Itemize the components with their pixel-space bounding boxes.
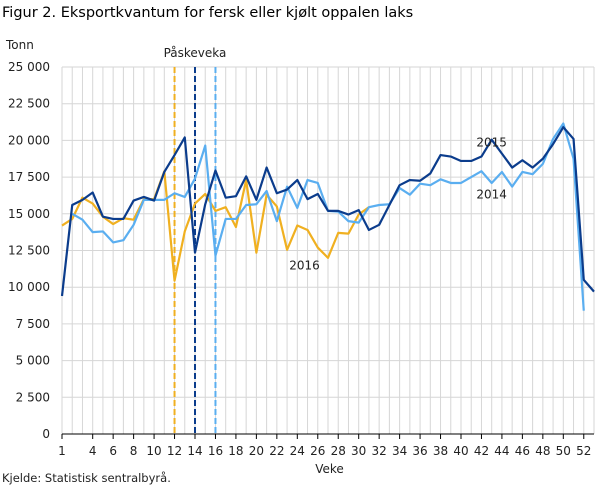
series-label: 2014: [476, 187, 507, 201]
x-tick-label: 1: [58, 444, 66, 458]
y-tick-label: 20 000: [8, 133, 50, 147]
x-tick-label: 16: [208, 444, 223, 458]
source-note: Kjelde: Statistisk sentralbyrå.: [2, 471, 171, 485]
y-tick-label: 5 000: [16, 354, 50, 368]
x-tick-label: 30: [351, 444, 366, 458]
y-tick-label: 2 500: [16, 390, 50, 404]
y-axis-label: Tonn: [6, 38, 34, 52]
x-tick-label: 26: [310, 444, 325, 458]
x-axis-label: Veke: [315, 462, 344, 476]
x-tick-label: 40: [453, 444, 468, 458]
x-tick-label: 14: [187, 444, 202, 458]
y-tick-label: 17 500: [8, 170, 50, 184]
x-tick-label: 6: [109, 444, 117, 458]
x-tick-label: 52: [576, 444, 591, 458]
series-label: 2016: [289, 259, 320, 273]
chart-title: Figur 2. Eksportkvantum for fersk eller …: [2, 5, 414, 21]
x-tick-label: 50: [556, 444, 571, 458]
x-tick-label: 42: [474, 444, 489, 458]
x-tick-label: 38: [433, 444, 448, 458]
series-label: 2015: [476, 135, 507, 149]
x-tick-label: 34: [392, 444, 407, 458]
y-tick-label: 25 000: [8, 60, 50, 74]
x-tick-label: 46: [515, 444, 530, 458]
y-tick-label: 7 500: [16, 317, 50, 331]
x-tick-label: 48: [535, 444, 550, 458]
x-tick-label: 4: [89, 444, 97, 458]
y-tick-label: 10 000: [8, 280, 50, 294]
y-tick-label: 22 500: [8, 97, 50, 111]
x-tick-label: 32: [372, 444, 387, 458]
x-tick-label: 44: [494, 444, 509, 458]
annotation-label: Påskeveka: [164, 46, 227, 60]
x-tick-label: 8: [130, 444, 138, 458]
x-tick-label: 22: [269, 444, 284, 458]
x-tick-label: 24: [290, 444, 305, 458]
y-tick-label: 12 500: [8, 244, 50, 258]
x-tick-label: 28: [331, 444, 346, 458]
x-tick-label: 20: [249, 444, 264, 458]
x-tick-label: 12: [167, 444, 182, 458]
x-tick-label: 18: [228, 444, 243, 458]
x-tick-label: 36: [412, 444, 427, 458]
y-tick-label: 15 000: [8, 207, 50, 221]
y-tick-label: 0: [42, 427, 50, 441]
series-line-2015: [60, 126, 595, 297]
series-line-2016: [61, 170, 370, 282]
x-tick-label: 10: [146, 444, 161, 458]
